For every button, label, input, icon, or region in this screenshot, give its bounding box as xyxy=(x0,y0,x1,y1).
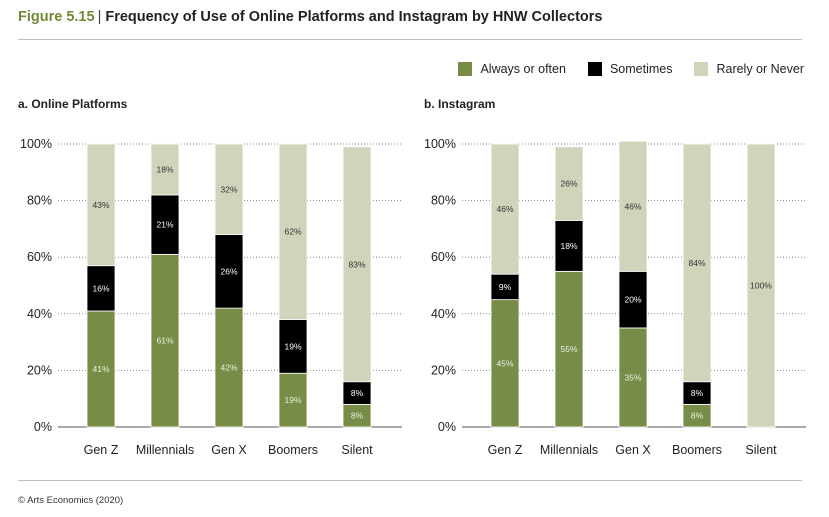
legend-swatch-rarely xyxy=(694,62,709,76)
bar-online-3-always xyxy=(278,372,308,428)
bar-label-online-1-sometimes: 21% xyxy=(156,220,173,230)
bar-label-instagram-2-sometimes: 20% xyxy=(624,295,641,305)
bottom-rule xyxy=(18,480,802,481)
x-tick-label-online-3: Boomers xyxy=(268,443,318,457)
y-tick-label-instagram-1: 20% xyxy=(431,363,456,377)
bar-label-instagram-3-sometimes: 8% xyxy=(691,388,704,398)
bar-instagram-4-rarely xyxy=(746,143,776,428)
bar-label-instagram-2-rarely: 46% xyxy=(624,201,641,211)
y-tick-label-instagram-0: 0% xyxy=(438,420,456,434)
figure-number: Figure 5.15 xyxy=(18,9,95,25)
bar-online-3-rarely xyxy=(278,143,308,320)
title-separator: | xyxy=(97,9,102,25)
y-tick-label-instagram-5: 100% xyxy=(424,137,456,151)
bar-online-1-rarely xyxy=(150,143,180,196)
bar-online-0-rarely xyxy=(86,143,116,267)
y-tick-label-instagram-4: 80% xyxy=(431,194,456,208)
bar-label-instagram-3-always: 8% xyxy=(691,411,704,421)
x-tick-label-instagram-0: Gen Z xyxy=(488,443,523,457)
bar-online-1-always xyxy=(150,253,180,428)
bar-online-0-sometimes xyxy=(86,265,116,312)
x-tick-label-instagram-2: Gen X xyxy=(615,443,651,457)
bar-label-instagram-0-sometimes: 9% xyxy=(499,282,512,292)
bar-label-instagram-1-always: 55% xyxy=(560,344,577,354)
legend-label-rarely: Rarely or Never xyxy=(716,62,804,76)
bar-label-instagram-2-always: 35% xyxy=(624,372,641,382)
bar-label-online-4-sometimes: 8% xyxy=(351,388,364,398)
legend: Always or often Sometimes Rarely or Neve… xyxy=(436,62,804,76)
x-tick-label-online-4: Silent xyxy=(341,443,373,457)
y-tick-label-instagram-2: 40% xyxy=(431,307,456,321)
y-tick-label-online-1: 20% xyxy=(27,363,52,377)
x-tick-label-instagram-3: Boomers xyxy=(672,443,722,457)
bar-instagram-2-rarely xyxy=(618,140,648,272)
bar-label-instagram-3-rarely: 84% xyxy=(688,258,705,268)
bar-instagram-0-always xyxy=(490,299,520,428)
bar-label-online-0-sometimes: 16% xyxy=(92,283,109,293)
legend-label-always: Always or often xyxy=(480,62,566,76)
source-note: © Arts Economics (2020) xyxy=(18,495,124,506)
bar-label-online-4-rarely: 83% xyxy=(348,259,365,269)
x-tick-label-online-0: Gen Z xyxy=(84,443,119,457)
figure-title-text: Frequency of Use of Online Platforms and… xyxy=(105,9,603,25)
bar-label-online-3-always: 19% xyxy=(284,395,301,405)
bar-instagram-1-always xyxy=(554,270,584,428)
bar-label-instagram-0-always: 45% xyxy=(496,358,513,368)
bar-label-instagram-1-sometimes: 18% xyxy=(560,241,577,251)
panel-title-online-platforms: a. Online Platforms xyxy=(18,97,128,111)
bar-label-online-2-rarely: 32% xyxy=(220,184,237,194)
bar-online-3-sometimes xyxy=(278,319,308,374)
bar-instagram-0-sometimes xyxy=(490,273,520,301)
bar-online-2-always xyxy=(214,307,244,428)
x-tick-label-instagram-1: Millennials xyxy=(540,443,598,457)
legend-item-sometimes: Sometimes xyxy=(587,62,673,76)
bar-label-online-1-rarely: 18% xyxy=(156,164,173,174)
y-tick-label-online-0: 0% xyxy=(34,420,52,434)
bar-label-online-0-rarely: 43% xyxy=(92,200,109,210)
bar-instagram-3-rarely xyxy=(682,143,712,383)
bar-label-online-2-sometimes: 26% xyxy=(220,266,237,276)
x-tick-label-online-1: Millennials xyxy=(136,443,194,457)
bar-label-instagram-0-rarely: 46% xyxy=(496,204,513,214)
y-tick-label-online-3: 60% xyxy=(27,250,52,264)
bar-online-2-sometimes xyxy=(214,234,244,309)
figure-title: Figure 5.15 | Frequency of Use of Online P… xyxy=(18,9,602,25)
y-tick-label-online-2: 40% xyxy=(27,307,52,321)
legend-item-always: Always or often xyxy=(458,62,566,76)
y-tick-label-online-5: 100% xyxy=(20,137,52,151)
bar-label-online-2-always: 42% xyxy=(220,363,237,373)
bar-label-online-0-always: 41% xyxy=(92,364,109,374)
bar-online-0-always xyxy=(86,310,116,428)
x-tick-label-instagram-4: Silent xyxy=(745,443,777,457)
panel-title-instagram: b. Instagram xyxy=(424,97,496,111)
y-tick-label-online-4: 80% xyxy=(27,194,52,208)
x-tick-label-online-2: Gen X xyxy=(211,443,247,457)
bar-online-2-rarely xyxy=(214,143,244,235)
bar-label-online-4-always: 8% xyxy=(351,411,364,421)
legend-label-sometimes: Sometimes xyxy=(609,62,673,76)
bar-label-online-1-always: 61% xyxy=(156,336,173,346)
bar-instagram-0-rarely xyxy=(490,143,520,275)
bar-label-instagram-1-rarely: 26% xyxy=(560,179,577,189)
y-tick-label-instagram-3: 60% xyxy=(431,250,456,264)
bar-label-online-3-sometimes: 19% xyxy=(284,341,301,351)
legend-swatch-sometimes xyxy=(587,62,602,76)
bar-label-online-3-rarely: 62% xyxy=(284,227,301,237)
bar-label-instagram-4-rarely: 100% xyxy=(750,281,772,291)
top-rule xyxy=(18,39,802,40)
bar-instagram-1-rarely xyxy=(554,146,584,221)
legend-swatch-always xyxy=(458,62,473,76)
bar-online-4-rarely xyxy=(342,146,372,383)
bar-online-1-sometimes xyxy=(150,194,180,255)
legend-item-rarely: Rarely or Never xyxy=(694,62,804,76)
bar-instagram-2-always xyxy=(618,327,648,428)
